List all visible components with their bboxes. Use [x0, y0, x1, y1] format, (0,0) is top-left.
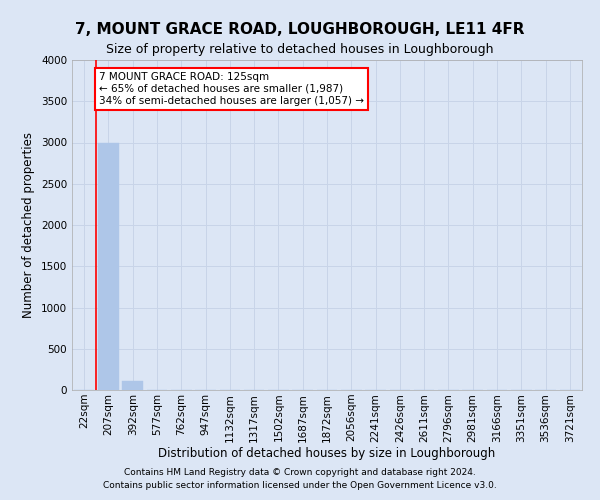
Bar: [122, 380, 143, 390]
Text: Size of property relative to detached houses in Loughborough: Size of property relative to detached ho…: [106, 42, 494, 56]
X-axis label: Distribution of detached houses by size in Loughborough: Distribution of detached houses by size …: [158, 447, 496, 460]
Bar: [98, 144, 119, 390]
Text: 7, MOUNT GRACE ROAD, LOUGHBOROUGH, LE11 4FR: 7, MOUNT GRACE ROAD, LOUGHBOROUGH, LE11 …: [75, 22, 525, 38]
Y-axis label: Number of detached properties: Number of detached properties: [22, 132, 35, 318]
Text: 7 MOUNT GRACE ROAD: 125sqm
← 65% of detached houses are smaller (1,987)
34% of s: 7 MOUNT GRACE ROAD: 125sqm ← 65% of deta…: [99, 72, 364, 106]
Text: Contains HM Land Registry data © Crown copyright and database right 2024.
Contai: Contains HM Land Registry data © Crown c…: [103, 468, 497, 489]
